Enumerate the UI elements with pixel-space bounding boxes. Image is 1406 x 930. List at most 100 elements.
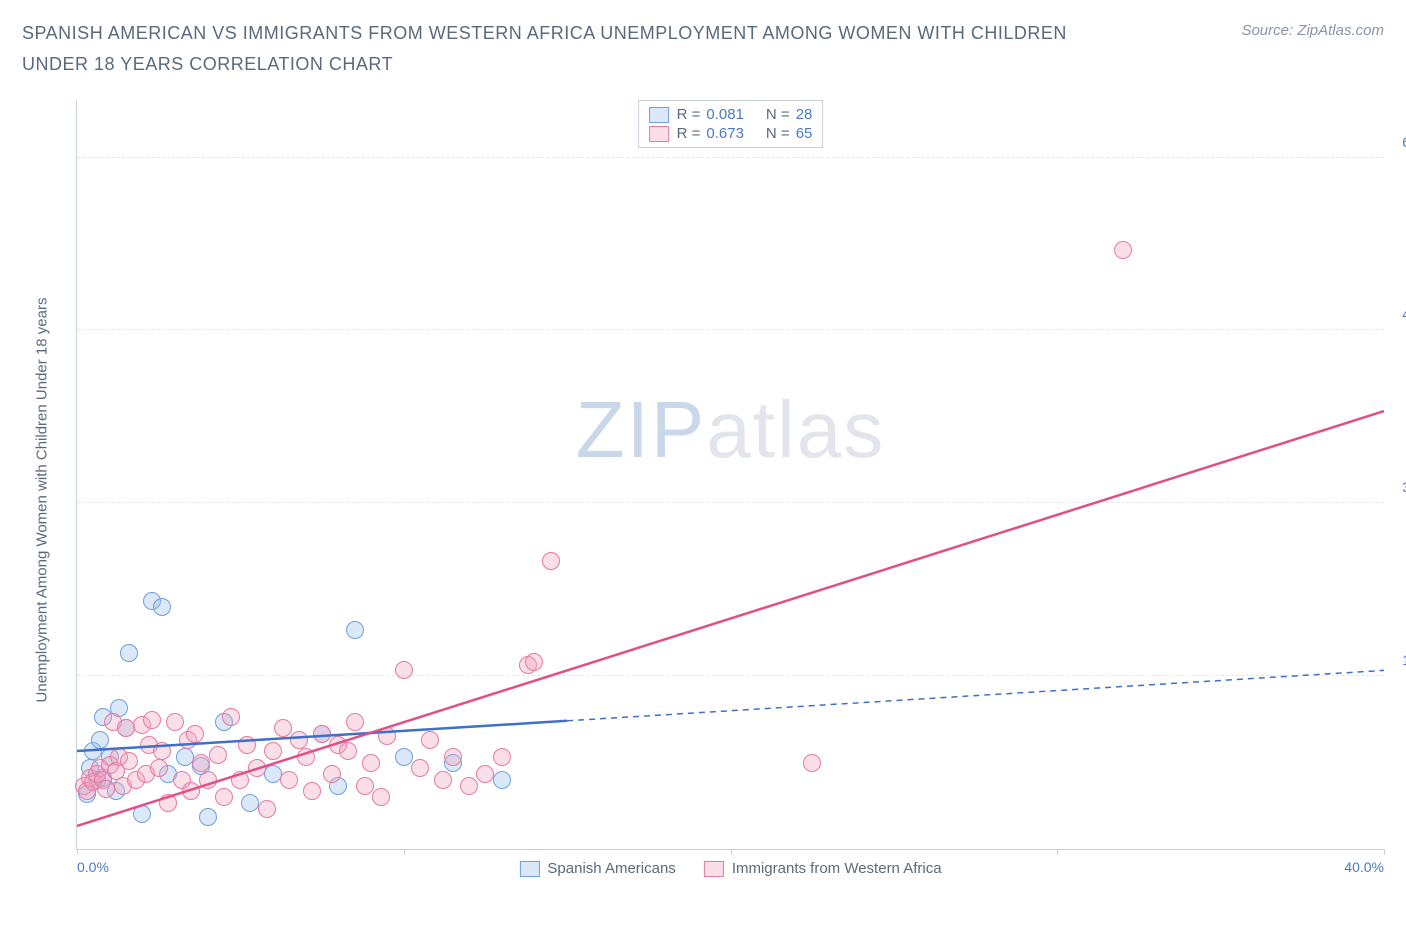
data-point xyxy=(378,727,396,745)
data-point xyxy=(153,742,171,760)
xtick xyxy=(1057,849,1058,855)
xtick xyxy=(77,849,78,855)
data-point xyxy=(199,771,217,789)
data-point xyxy=(153,598,171,616)
data-point xyxy=(120,644,138,662)
source-attribution: Source: ZipAtlas.com xyxy=(1241,22,1384,39)
data-point xyxy=(241,794,259,812)
watermark-atlas: atlas xyxy=(706,385,885,474)
xtick-label: 40.0% xyxy=(1344,859,1384,875)
n-label-1: N = xyxy=(766,125,790,142)
data-point xyxy=(313,725,331,743)
chart-header: SPANISH AMERICAN VS IMMIGRANTS FROM WEST… xyxy=(0,0,1406,79)
xtick xyxy=(731,849,732,855)
data-point xyxy=(290,731,308,749)
ytick-label: 45.0% xyxy=(1390,306,1406,322)
xtick-label: 0.0% xyxy=(77,859,109,875)
xtick xyxy=(1384,849,1385,855)
data-point xyxy=(525,653,543,671)
chart-area: Unemployment Among Women with Children U… xyxy=(48,100,1384,900)
data-point xyxy=(395,748,413,766)
data-point xyxy=(117,719,135,737)
data-point xyxy=(444,748,462,766)
correlation-legend: R = 0.081 N = 28 R = 0.673 N = 65 xyxy=(638,100,824,148)
legend-label-0: Spanish Americans xyxy=(547,860,675,877)
data-point xyxy=(97,780,115,798)
data-point xyxy=(192,754,210,772)
data-point xyxy=(133,805,151,823)
data-point xyxy=(248,759,266,777)
n-value-1: 65 xyxy=(796,125,813,142)
gridline-h xyxy=(77,157,1384,158)
data-point xyxy=(186,725,204,743)
data-point xyxy=(356,777,374,795)
gridline-h xyxy=(77,502,1384,503)
data-point xyxy=(264,765,282,783)
data-point xyxy=(166,713,184,731)
data-point xyxy=(209,746,227,764)
legend-swatch-0 xyxy=(649,107,669,123)
data-point xyxy=(476,765,494,783)
data-point xyxy=(150,759,168,777)
data-point xyxy=(411,759,429,777)
data-point xyxy=(120,752,138,770)
data-point xyxy=(91,731,109,749)
xtick xyxy=(404,849,405,855)
data-point xyxy=(159,794,177,812)
data-point xyxy=(346,621,364,639)
data-point xyxy=(395,661,413,679)
gridline-h xyxy=(77,675,1384,676)
n-label-0: N = xyxy=(766,106,790,123)
data-point xyxy=(460,777,478,795)
data-point xyxy=(238,736,256,754)
data-point xyxy=(303,782,321,800)
data-point xyxy=(274,719,292,737)
data-point xyxy=(434,771,452,789)
r-label-0: R = xyxy=(677,106,701,123)
data-point xyxy=(222,708,240,726)
data-point xyxy=(803,754,821,772)
data-point xyxy=(199,808,217,826)
ytick-label: 60.0% xyxy=(1390,134,1406,150)
data-point xyxy=(542,552,560,570)
data-point xyxy=(421,731,439,749)
legend-bottom-swatch-1 xyxy=(704,861,724,877)
ytick-label: 15.0% xyxy=(1390,652,1406,668)
y-axis-label: Unemployment Among Women with Children U… xyxy=(34,298,51,703)
data-point xyxy=(264,742,282,760)
legend-swatch-1 xyxy=(649,126,669,142)
legend-item-1: Immigrants from Western Africa xyxy=(704,860,942,877)
data-point xyxy=(372,788,390,806)
data-point xyxy=(231,771,249,789)
gridline-h xyxy=(77,329,1384,330)
data-point xyxy=(280,771,298,789)
trend-lines xyxy=(77,100,1384,849)
data-point xyxy=(258,800,276,818)
data-point xyxy=(339,742,357,760)
legend-item-0: Spanish Americans xyxy=(519,860,675,877)
r-value-0: 0.081 xyxy=(706,106,744,123)
data-point xyxy=(143,711,161,729)
watermark-zip: ZIP xyxy=(576,385,706,474)
scatter-plot: ZIPatlas R = 0.081 N = 28 R = 0.673 N = … xyxy=(76,100,1384,850)
correlation-row-0: R = 0.081 N = 28 xyxy=(649,105,813,124)
data-point xyxy=(362,754,380,772)
data-point xyxy=(297,748,315,766)
data-point xyxy=(1114,241,1132,259)
data-point xyxy=(323,765,341,783)
data-point xyxy=(346,713,364,731)
data-point xyxy=(493,771,511,789)
data-point xyxy=(215,788,233,806)
r-value-1: 0.673 xyxy=(706,125,744,142)
data-point xyxy=(182,782,200,800)
data-point xyxy=(176,748,194,766)
legend-label-1: Immigrants from Western Africa xyxy=(732,860,942,877)
ytick-label: 30.0% xyxy=(1390,479,1406,495)
watermark: ZIPatlas xyxy=(576,384,885,476)
r-label-1: R = xyxy=(677,125,701,142)
data-point xyxy=(493,748,511,766)
chart-title: SPANISH AMERICAN VS IMMIGRANTS FROM WEST… xyxy=(22,18,1122,79)
series-legend: Spanish Americans Immigrants from Wester… xyxy=(519,860,941,877)
legend-bottom-swatch-0 xyxy=(519,861,539,877)
correlation-row-1: R = 0.673 N = 65 xyxy=(649,124,813,143)
